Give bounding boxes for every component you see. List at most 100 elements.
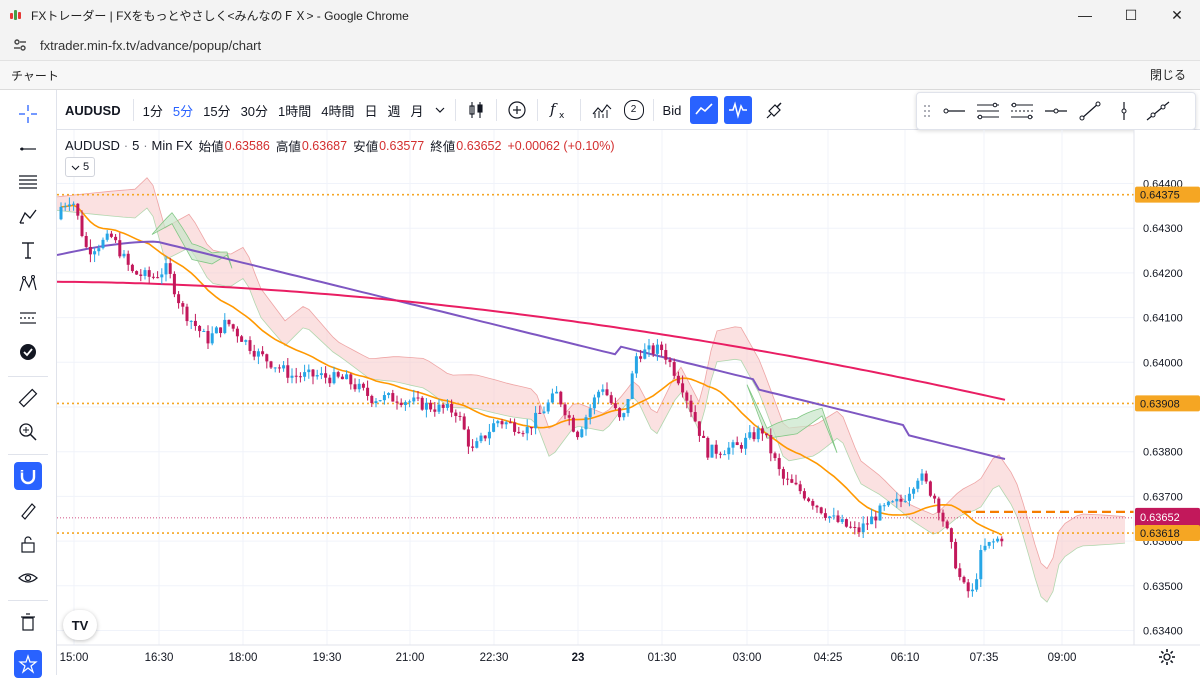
candle-body — [84, 235, 88, 247]
candle-body — [433, 409, 437, 412]
horizontal-line-icon[interactable] — [1039, 96, 1073, 126]
drag-handle-icon[interactable] — [917, 96, 937, 126]
pattern-tool-icon[interactable] — [14, 270, 42, 298]
auto-trend-icon[interactable] — [690, 96, 719, 124]
x-tick-label: 07:35 — [970, 652, 999, 664]
ohlc-legend: AUDUSD · 5 · Min FX 始値 0.63586 高値 0.63687 … — [65, 138, 615, 154]
candle-body — [945, 521, 949, 529]
ruler-icon[interactable] — [14, 384, 42, 412]
prediction-tool-icon[interactable] — [14, 304, 42, 332]
candle-body — [555, 391, 559, 394]
text-tool-icon[interactable] — [14, 236, 42, 264]
zoom-in-icon[interactable] — [14, 418, 42, 446]
favorites-check-icon[interactable] — [14, 338, 42, 366]
candle-body — [777, 458, 781, 470]
candle-body — [471, 446, 475, 448]
candle-body — [903, 500, 907, 502]
candle-style-icon[interactable] — [460, 96, 492, 124]
app-header: チャート 閉じる — [0, 61, 1200, 90]
candle-body — [622, 413, 626, 418]
candle-body — [395, 401, 399, 403]
cleaner-icon[interactable] — [758, 96, 790, 124]
fib-lines-icon[interactable] — [1005, 96, 1039, 126]
close-window-button[interactable]: ✕ — [1171, 6, 1183, 23]
interval-1m[interactable]: 1分 — [142, 103, 163, 119]
templates-icon[interactable] — [585, 96, 619, 124]
candle-body — [710, 444, 714, 458]
candle-body — [265, 354, 269, 362]
candle-body — [88, 246, 92, 255]
price-chart[interactable]: 0.644000.643000.642000.641000.640000.639… — [57, 130, 1200, 675]
wave-icon[interactable] — [724, 96, 753, 124]
candle-body — [227, 319, 231, 325]
interval-day[interactable]: 日 — [364, 103, 378, 119]
candle-body — [290, 375, 294, 378]
candle-body — [273, 367, 277, 369]
bid-ask-toggle[interactable]: Bid — [662, 102, 682, 118]
brush-icon[interactable] — [14, 202, 42, 230]
interval-15m[interactable]: 15分 — [203, 103, 231, 119]
candle-body — [744, 437, 748, 449]
candle-body — [105, 233, 109, 240]
candle-body — [962, 576, 966, 583]
legend-source: Min FX — [151, 138, 193, 153]
candle-body — [450, 403, 454, 413]
candle-body — [479, 435, 483, 442]
x-tick-label: 22:30 — [480, 652, 509, 664]
close-chart-button[interactable]: 閉じる — [1149, 68, 1186, 82]
candle-body — [563, 404, 567, 416]
gear-icon[interactable] — [1158, 648, 1176, 666]
tradingview-logo-icon[interactable]: TV — [63, 610, 97, 640]
interval-30m[interactable]: 30分 — [240, 103, 269, 119]
minimize-button[interactable]: — — [1078, 7, 1092, 23]
candle-body — [235, 328, 239, 337]
maximize-button[interactable]: ☐ — [1124, 6, 1138, 23]
candle-body — [538, 412, 542, 414]
candle-body — [361, 383, 365, 388]
legend-collapse-button[interactable]: 5 — [65, 157, 95, 177]
lock-icon[interactable] — [14, 530, 42, 558]
floating-drawing-bar — [916, 92, 1196, 130]
interval-month[interactable]: 月 — [410, 103, 424, 119]
star-icon[interactable] — [14, 650, 42, 678]
interval-4h[interactable]: 4時間 — [321, 103, 355, 119]
crosshair-icon[interactable] — [14, 100, 42, 128]
chart-area[interactable]: 0.644000.643000.642000.641000.640000.639… — [57, 130, 1200, 675]
interval-5m[interactable]: 5分 — [172, 103, 194, 119]
url-text[interactable]: fxtrader.min-fx.tv/advance/popup/chart — [40, 37, 262, 53]
vertical-line-icon[interactable] — [1107, 96, 1141, 126]
candle-body — [483, 435, 487, 439]
candle-body — [517, 431, 521, 434]
horizontal-ray-icon[interactable] — [937, 96, 971, 126]
candle-body — [525, 426, 529, 434]
site-settings-icon[interactable] — [12, 37, 28, 53]
add-compare-icon[interactable] — [501, 96, 533, 124]
magnet-icon[interactable] — [14, 462, 42, 490]
parallel-lines-icon[interactable] — [971, 96, 1005, 126]
fib-retracement-icon[interactable] — [14, 168, 42, 196]
trend-line-icon[interactable] — [14, 134, 42, 162]
symbol-selector[interactable]: AUDUSD — [65, 102, 121, 118]
layout-count-badge[interactable]: 2 — [619, 96, 649, 124]
candle-body — [613, 403, 617, 409]
extended-line-icon[interactable] — [1141, 96, 1175, 126]
trend-segment-icon[interactable] — [1073, 96, 1107, 126]
interval-1h[interactable]: 1時間 — [278, 103, 312, 119]
candle-body — [735, 442, 739, 446]
address-bar[interactable]: fxtrader.min-fx.tv/advance/popup/chart — [0, 30, 1200, 61]
candle-body — [508, 422, 512, 424]
candle-body — [408, 401, 412, 403]
x-tick-label: 23 — [572, 652, 585, 664]
candle-body — [739, 445, 743, 449]
stay-drawing-icon[interactable] — [14, 496, 42, 524]
eye-icon[interactable] — [14, 564, 42, 592]
candle-body — [277, 367, 281, 369]
candle-body — [706, 437, 710, 458]
candle-body — [160, 274, 164, 278]
trash-icon[interactable] — [14, 608, 42, 636]
candle-body — [93, 251, 97, 255]
legend-low-label: 安値 — [353, 140, 379, 154]
interval-week[interactable]: 週 — [387, 103, 401, 119]
chevron-down-icon[interactable] — [429, 96, 451, 124]
